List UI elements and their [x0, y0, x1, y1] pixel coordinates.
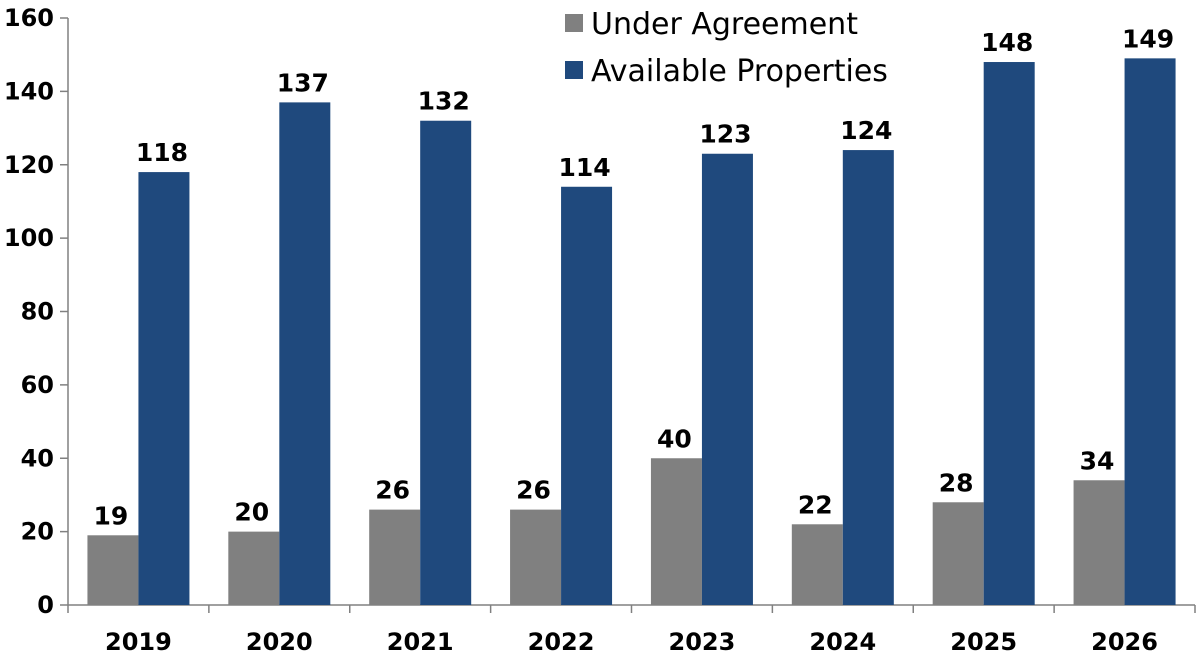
bar-under-agreement-2021	[369, 509, 421, 605]
data-label-available-properties-2025: 148	[981, 28, 1033, 57]
bar-under-agreement-2024	[791, 524, 843, 605]
data-label-under-agreement-2025: 28	[939, 468, 974, 497]
legend-label-under-agreement: Under Agreement	[591, 7, 858, 42]
x-tick-label: 2023	[669, 628, 736, 656]
bar-under-agreement-2022	[510, 509, 562, 605]
data-label-available-properties-2026: 149	[1122, 24, 1174, 53]
bar-available-properties-2020	[279, 102, 331, 605]
y-tick-label: 60	[21, 371, 54, 399]
x-tick-label: 2025	[950, 628, 1017, 656]
data-label-under-agreement-2023: 40	[657, 424, 692, 453]
bar-available-properties-2019	[138, 172, 190, 605]
y-tick-label: 20	[21, 518, 54, 546]
legend: Under Agreement Available Properties	[565, 7, 888, 89]
data-label-under-agreement-2021: 26	[375, 476, 410, 505]
x-tick-label: 2021	[387, 628, 454, 656]
data-label-under-agreement-2020: 20	[234, 498, 269, 527]
bar-available-properties-2025	[983, 62, 1035, 605]
bar-under-agreement-2025	[932, 502, 984, 605]
bar-available-properties-2026	[1124, 58, 1176, 605]
data-labels: 19 118 20 137 26 132 26 114 40 123 22 124 28 148 34 149	[94, 24, 1175, 530]
data-label-available-properties-2022: 114	[558, 153, 610, 182]
y-tick-label: 0	[37, 591, 54, 619]
y-tick-label: 80	[21, 298, 54, 326]
bars	[87, 58, 1176, 605]
x-tick-label: 2020	[246, 628, 313, 656]
data-label-under-agreement-2022: 26	[516, 476, 551, 505]
x-tick-label: 2024	[809, 628, 876, 656]
bar-available-properties-2022	[561, 186, 613, 605]
data-label-under-agreement-2026: 34	[1080, 446, 1115, 475]
x-tick-label: 2022	[528, 628, 595, 656]
y-tick-label: 100	[4, 224, 54, 252]
legend-label-available-properties: Available Properties	[591, 54, 888, 89]
data-label-available-properties-2019: 118	[136, 138, 188, 167]
legend-swatch-under-agreement	[565, 14, 583, 32]
data-label-available-properties-2020: 137	[277, 68, 329, 97]
bar-available-properties-2024	[842, 150, 894, 605]
bar-available-properties-2021	[420, 120, 472, 605]
y-tick-label: 140	[4, 77, 54, 105]
x-tick-label: 2019	[105, 628, 172, 656]
y-tick-label: 120	[4, 151, 54, 179]
bar-under-agreement-2020	[228, 531, 280, 605]
legend-swatch-available-properties	[565, 61, 583, 79]
y-tick-label: 160	[4, 4, 54, 32]
data-label-under-agreement-2024: 22	[798, 490, 833, 519]
x-tick-label: 2026	[1091, 628, 1158, 656]
data-label-available-properties-2021: 132	[418, 87, 470, 116]
bar-under-agreement-2023	[650, 458, 702, 605]
data-label-under-agreement-2019: 19	[94, 501, 129, 530]
bar-available-properties-2023	[701, 153, 753, 605]
bar-under-agreement-2026	[1073, 480, 1125, 605]
data-label-available-properties-2023: 123	[699, 120, 751, 149]
bar-under-agreement-2019	[87, 535, 139, 605]
y-tick-label: 40	[21, 444, 54, 472]
data-label-available-properties-2024: 124	[840, 116, 892, 145]
